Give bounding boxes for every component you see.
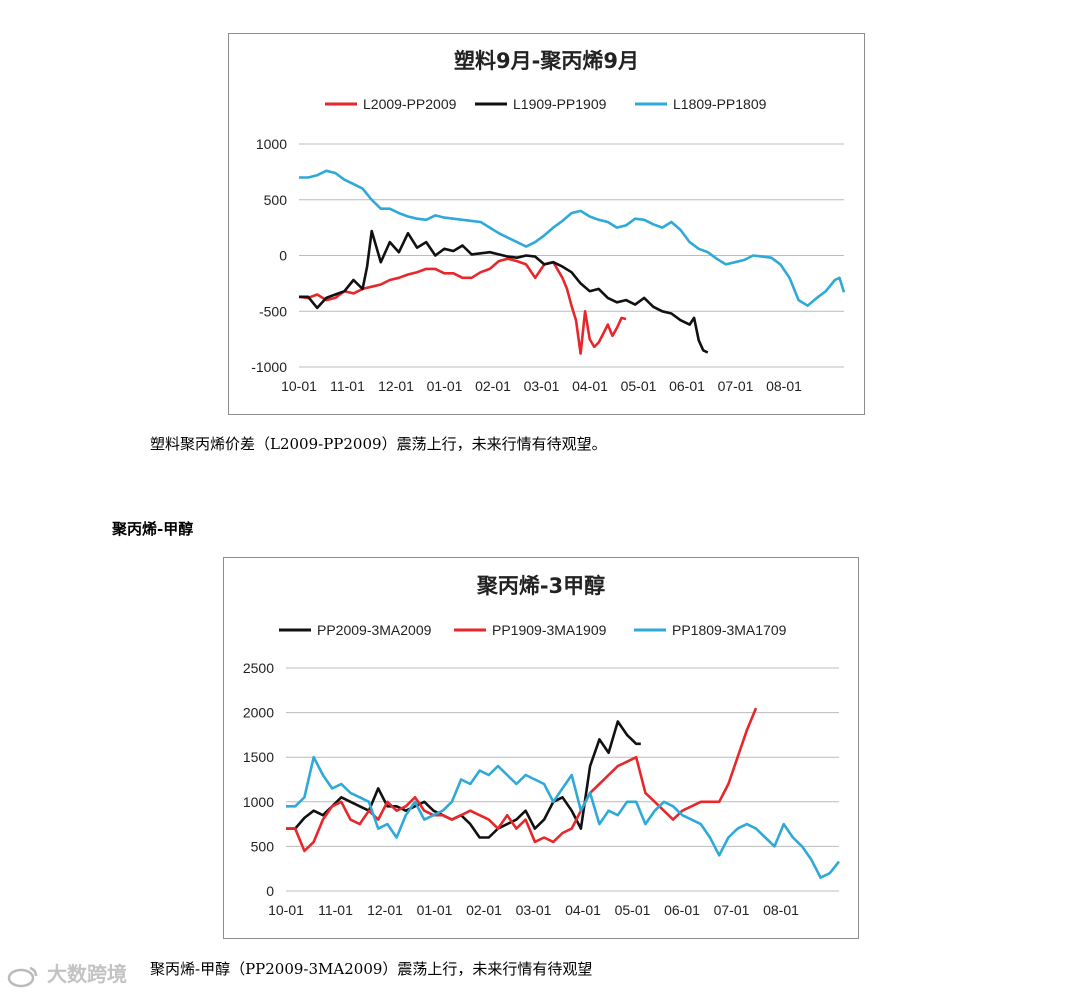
y-tick-label: 0: [279, 248, 287, 264]
chart-pe-pp-spread: 塑料9月-聚丙烯9月 L2009-PP2009 L1909-PP1909 L1809-…: [228, 33, 865, 415]
chart-svg: 塑料9月-聚丙烯9月 L2009-PP2009 L1909-PP1909 L1809-…: [251, 49, 846, 394]
x-tick-label: 01-01: [427, 378, 463, 394]
watermark-logo: 大数跨境: [6, 958, 127, 988]
series-line: [286, 707, 758, 853]
chart1-caption: 塑料聚丙烯价差（L2009-PP2009）震荡上行，未来行情有待观望。: [150, 435, 607, 453]
series-line: [286, 755, 841, 879]
series-line: [286, 720, 641, 839]
legend-label: PP1909-3MA1909: [492, 622, 607, 638]
y-tick-label: 0: [266, 883, 274, 899]
x-tick-label: 03-01: [524, 378, 560, 394]
x-tick-label: 05-01: [621, 378, 657, 394]
x-tick-label: 01-01: [417, 902, 453, 918]
chart-pp-methanol-spread: 聚丙烯-3甲醇 PP2009-3MA2009 PP1909-3MA1909 PP180…: [223, 557, 859, 939]
weibo-icon: [7, 966, 38, 987]
x-tick-label: 07-01: [718, 378, 754, 394]
chart2-caption: 聚丙烯-甲醇（PP2009-3MA2009）震荡上行，未来行情有待观望: [150, 960, 593, 978]
x-tick-label: 12-01: [367, 902, 403, 918]
x-tick-label: 03-01: [516, 902, 552, 918]
x-tick-label: 07-01: [714, 902, 750, 918]
legend-label: PP1809-3MA1709: [672, 622, 787, 638]
legend-label: L2009-PP2009: [363, 96, 457, 112]
series-line: [299, 229, 709, 354]
series-line: [299, 169, 846, 308]
y-tick-label: 2500: [243, 660, 274, 676]
x-tick-label: 12-01: [378, 378, 414, 394]
chart-title: 塑料9月-聚丙烯9月: [454, 49, 639, 73]
x-tick-label: 04-01: [565, 902, 601, 918]
y-tick-label: 2000: [243, 705, 274, 721]
x-tick-label: 06-01: [664, 902, 700, 918]
x-tick-label: 08-01: [766, 378, 802, 394]
x-tick-label: 11-01: [330, 378, 365, 394]
chart-title: 聚丙烯-3甲醇: [476, 574, 605, 598]
section-heading: 聚丙烯-甲醇: [112, 520, 194, 538]
x-tick-label: 05-01: [615, 902, 651, 918]
watermark-text: 大数跨境: [46, 962, 127, 986]
legend-label: L1809-PP1809: [673, 96, 767, 112]
series-line: [298, 257, 627, 355]
x-tick-label: 02-01: [475, 378, 511, 394]
y-tick-label: 1000: [256, 136, 287, 152]
x-tick-label: 08-01: [763, 902, 799, 918]
y-tick-label: 500: [264, 192, 288, 208]
y-tick-label: -1000: [251, 359, 287, 375]
x-tick-label: 11-01: [318, 902, 353, 918]
y-tick-label: -500: [259, 303, 287, 319]
x-tick-label: 10-01: [268, 902, 304, 918]
x-tick-label: 04-01: [572, 378, 608, 394]
legend-label: L1909-PP1909: [513, 96, 607, 112]
x-tick-label: 10-01: [281, 378, 317, 394]
x-tick-label: 02-01: [466, 902, 502, 918]
x-tick-label: 06-01: [669, 378, 705, 394]
y-tick-label: 500: [251, 838, 275, 854]
y-tick-label: 1500: [243, 749, 274, 765]
y-tick-label: 1000: [243, 794, 274, 810]
legend-label: PP2009-3MA2009: [317, 622, 432, 638]
chart-svg: 聚丙烯-3甲醇 PP2009-3MA2009 PP1909-3MA1909 PP180…: [243, 574, 841, 918]
